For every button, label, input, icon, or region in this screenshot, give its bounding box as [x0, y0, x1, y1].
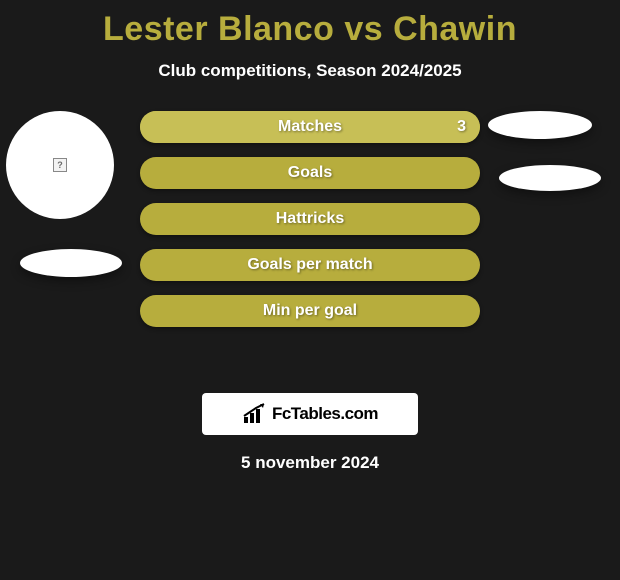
stat-row-mpg: Min per goal [140, 295, 480, 327]
stat-label: Matches [140, 111, 480, 143]
stat-row-matches: Matches 3 [140, 111, 480, 143]
footer-date: 5 november 2024 [0, 453, 620, 473]
stat-row-goals: Goals [140, 157, 480, 189]
player-right-shadow-1 [488, 111, 592, 139]
stat-row-hattricks: Hattricks [140, 203, 480, 235]
stat-label: Hattricks [140, 203, 480, 235]
stat-label: Goals per match [140, 249, 480, 281]
player-left-marker-icon: ? [53, 158, 67, 172]
comparison-main: ? Matches 3 Goals Hattricks Goals per ma… [0, 111, 620, 371]
brand-box: FcTables.com [202, 393, 418, 435]
brand-text: FcTables.com [272, 404, 378, 424]
stat-row-gpm: Goals per match [140, 249, 480, 281]
stat-label: Min per goal [140, 295, 480, 327]
page-subtitle: Club competitions, Season 2024/2025 [0, 61, 620, 81]
stat-label: Goals [140, 157, 480, 189]
player-right-shadow-2 [499, 165, 601, 191]
page-title: Lester Blanco vs Chawin [0, 0, 620, 49]
player-left-shadow [20, 249, 122, 277]
stat-value-right: 3 [457, 111, 466, 143]
brand-chart-icon [242, 403, 268, 425]
